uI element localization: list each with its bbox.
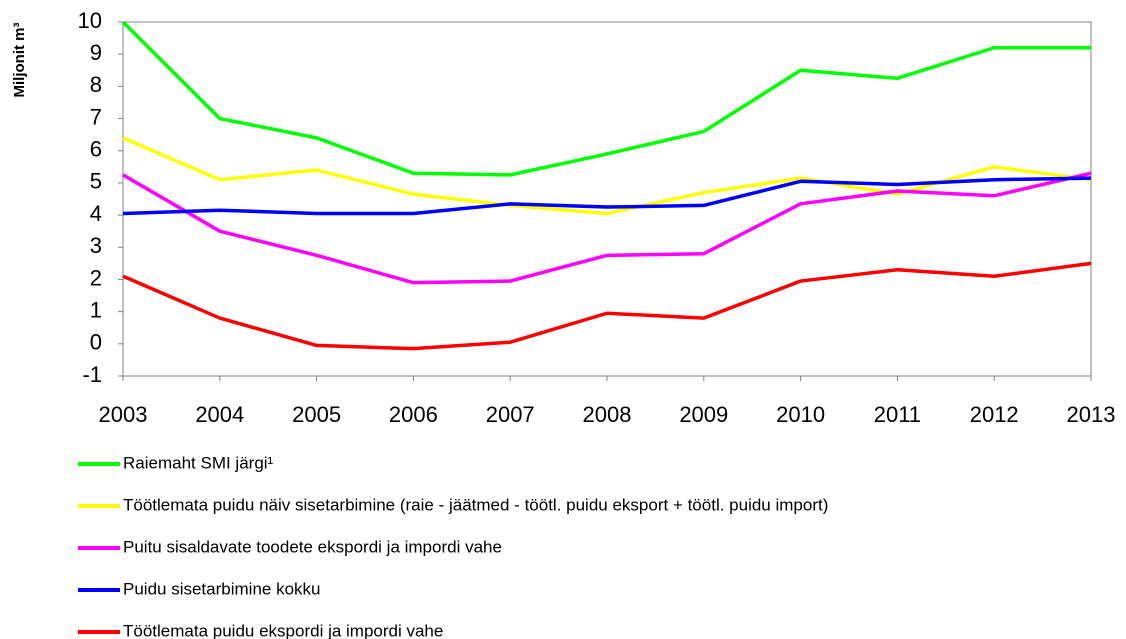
x-tick-label: 2012 xyxy=(970,402,1019,427)
series-line xyxy=(122,261,1092,351)
series-line xyxy=(122,176,1092,216)
legend-label: Töötlemata puidu näiv sisetarbimine (rai… xyxy=(123,495,828,514)
y-tick-label: 4 xyxy=(90,201,102,226)
plot-frame xyxy=(122,21,1092,377)
y-tick-label: 6 xyxy=(90,137,102,162)
y-tick-label: 10 xyxy=(78,8,102,33)
x-tick-label: 2007 xyxy=(486,402,535,427)
y-tick-label: 1 xyxy=(90,297,102,322)
legend-label: Puitu sisaldavate toodete ekspordi ja im… xyxy=(123,537,502,556)
x-tick-label: 2003 xyxy=(99,402,148,427)
x-tick-label: 2005 xyxy=(292,402,341,427)
y-tick-label: 2 xyxy=(90,265,102,290)
y-tick-label: 9 xyxy=(90,40,102,65)
series-line xyxy=(121,20,1091,177)
y-tick-label: 0 xyxy=(90,330,102,355)
x-tick-label: 2009 xyxy=(679,402,728,427)
y-tick-label: 5 xyxy=(90,169,102,194)
y-axis-label: Miljonit m³ xyxy=(11,23,28,98)
y-tick-label: 3 xyxy=(90,233,102,258)
y-tick-label: -1 xyxy=(82,362,102,387)
y-tick-label: 7 xyxy=(90,104,102,129)
x-tick-label: 2011 xyxy=(874,402,921,427)
y-tick-label: 8 xyxy=(90,72,102,97)
series-line xyxy=(122,136,1092,216)
x-tick-label: 2006 xyxy=(389,402,438,427)
x-tick-label: 2010 xyxy=(776,402,825,427)
legend-label: Töötlemata puidu ekspordi ja impordi vah… xyxy=(123,621,443,639)
x-tick-label: 2008 xyxy=(583,402,632,427)
legend-label: Puidu sisetarbimine kokku xyxy=(123,579,320,598)
legend-label: Raiemaht SMI järgi¹ xyxy=(123,453,274,472)
series-line xyxy=(122,171,1092,285)
x-tick-label: 2013 xyxy=(1067,402,1116,427)
x-tick-label: 2004 xyxy=(195,402,244,427)
